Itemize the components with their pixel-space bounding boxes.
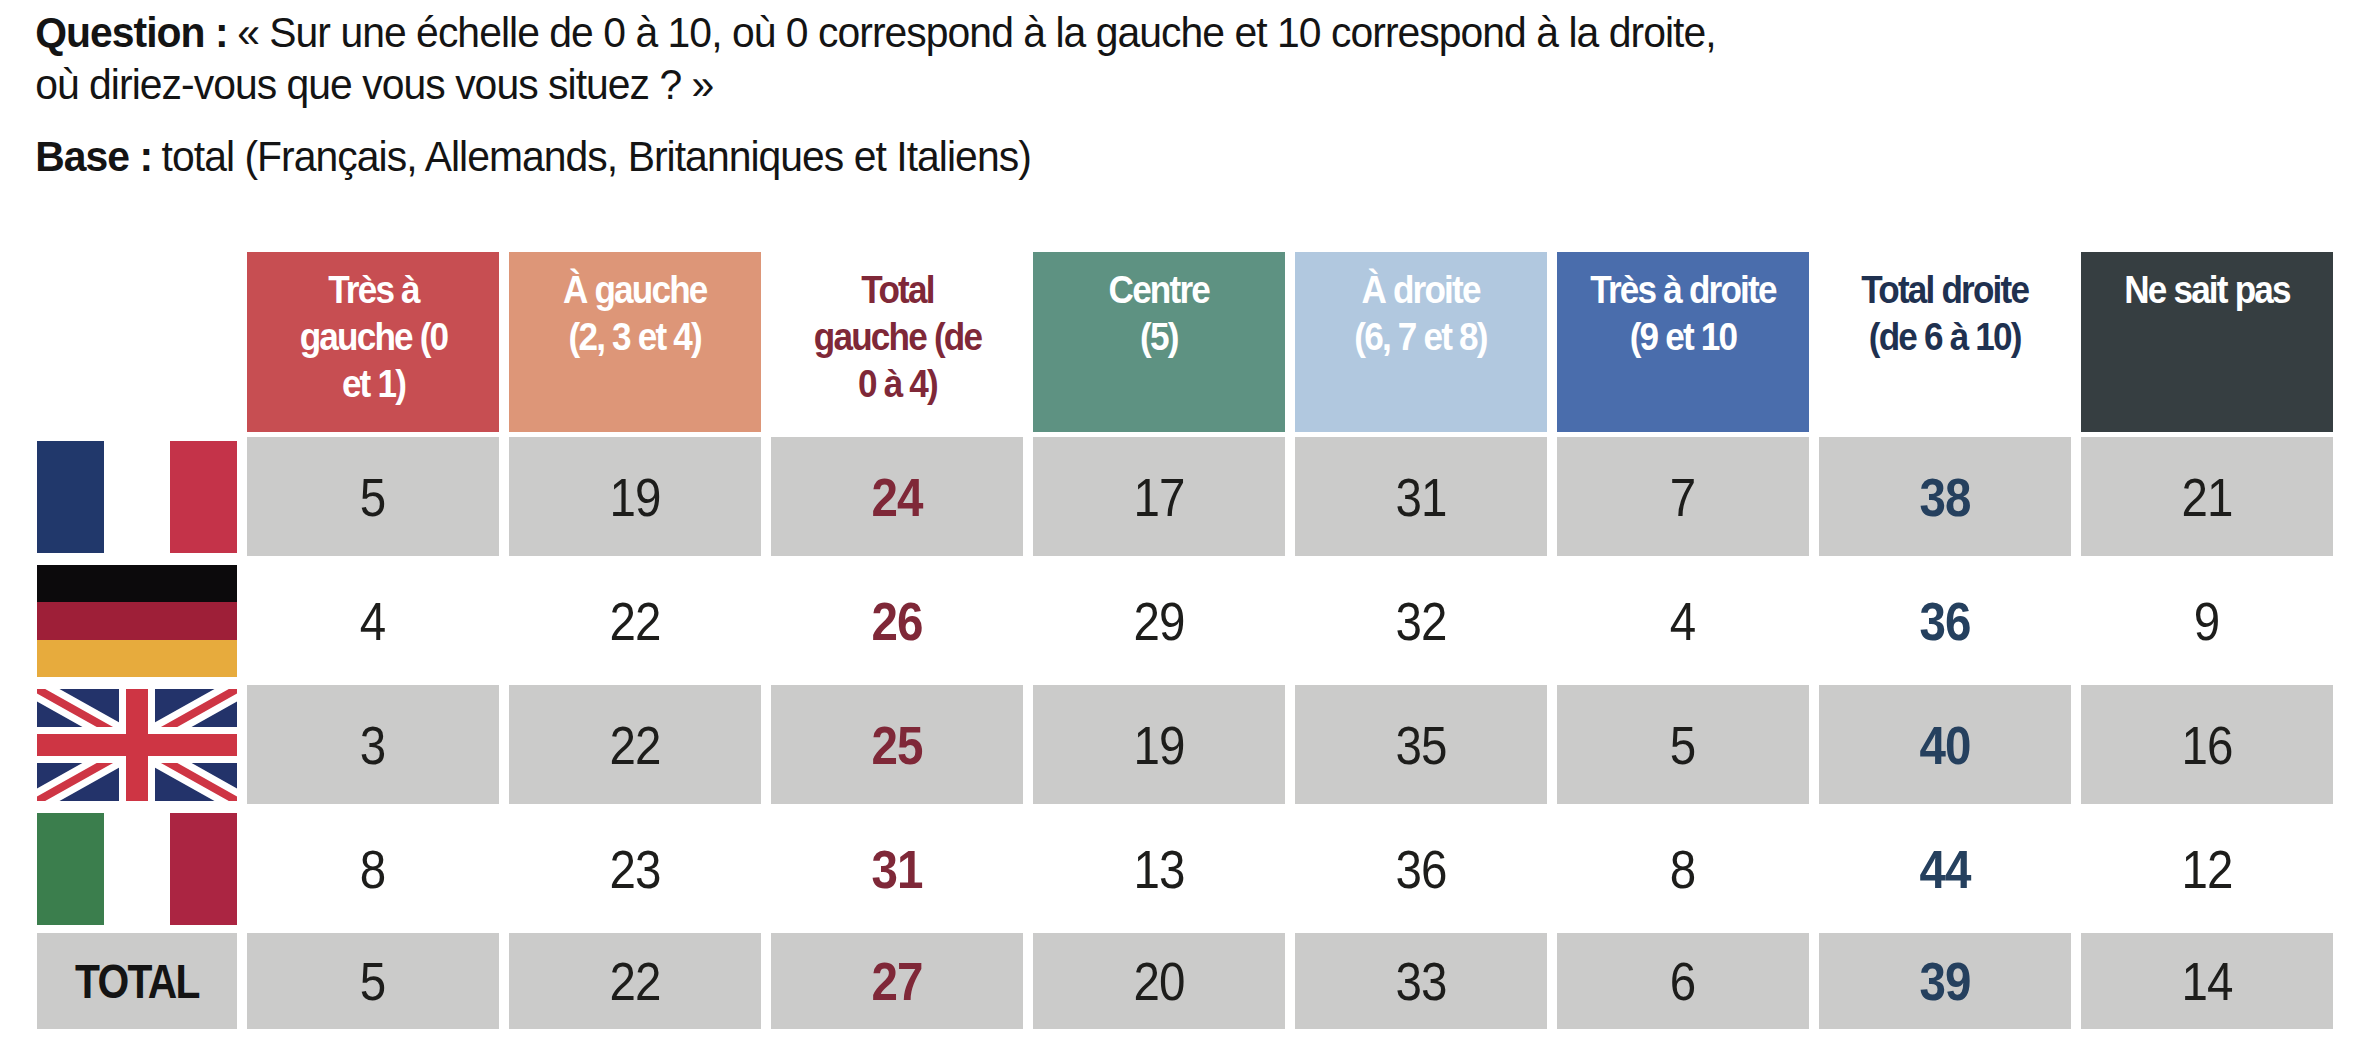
header-label: Centre [1109,268,1209,311]
germany-value-cell: 26 [771,561,1023,680]
header-a-droite: À droite(6, 7 et 8) [1295,252,1547,432]
row-label-france [37,437,237,556]
uk-value-cell: 3 [247,685,499,804]
uk-value-cell: 22 [509,685,761,804]
header-range: (de 6 à 10) [1869,315,2021,358]
header-total-droite: Total droite(de 6 à 10) [1819,252,2071,432]
total-value-cell: 14 [2081,933,2333,1029]
germany-value-cell: 29 [1033,561,1285,680]
uk-value-cell: 5 [1557,685,1809,804]
header-label: Ne sait pas [2124,268,2290,311]
survey-table-page: Question :« Sur une échelle de 0 à 10, o… [0,0,2358,1044]
total-value-cell: 20 [1033,933,1285,1029]
header-total-gauche: Total gauche (de 0 à 4) [771,252,1023,432]
header-label: Total droite [1862,268,2029,311]
total-row-label: TOTAL [37,933,237,1029]
france-value-cell: 31 [1295,437,1547,556]
france-value-cell: 38 [1819,437,2071,556]
corner-spacer [37,252,237,432]
row-label-germany [37,561,237,680]
italy-value-cell: 13 [1033,809,1285,928]
header-a-gauche: À gauche(2, 3 et 4) [509,252,761,432]
total-value-cell: 5 [247,933,499,1029]
uk-flag-icon [37,689,237,801]
france-value-cell: 5 [247,437,499,556]
total-value-cell: 27 [771,933,1023,1029]
italy-value-cell: 8 [247,809,499,928]
uk-value-cell: 40 [1819,685,2071,804]
uk-value-cell: 19 [1033,685,1285,804]
germany-value-cell: 4 [1557,561,1809,680]
france-value-cell: 24 [771,437,1023,556]
row-label-italy [37,809,237,928]
total-value-cell: 33 [1295,933,1547,1029]
question-label: Question : [35,8,227,56]
header-ne-sait-pas: Ne sait pas [2081,252,2333,432]
header-label: À droite [1362,268,1480,311]
question-line-2: où diriez-vous que vous vous situez ? » [35,58,2240,110]
italy-value-cell: 23 [509,809,761,928]
italy-value-cell: 36 [1295,809,1547,928]
france-value-cell: 19 [509,437,761,556]
header-range: (5) [1140,315,1178,358]
row-label-uk [37,685,237,804]
germany-value-cell: 9 [2081,561,2333,680]
total-value-cell: 39 [1819,933,2071,1029]
italy-value-cell: 31 [771,809,1023,928]
header-label: Très à gauche [299,268,418,358]
base-label: Base : [35,132,152,180]
uk-value-cell: 25 [771,685,1023,804]
question-text: « Sur une échelle de 0 à 10, où 0 corres… [237,8,1715,56]
france-value-cell: 17 [1033,437,1285,556]
germany-value-cell: 32 [1295,561,1547,680]
header-label: À gauche [563,268,707,311]
header-centre: Centre (5) [1033,252,1285,432]
total-value-cell: 22 [509,933,761,1029]
france-value-cell: 21 [2081,437,2333,556]
italy-flag-icon [37,813,237,925]
header-label: Très à droite [1590,268,1775,311]
italy-value-cell: 44 [1819,809,2071,928]
uk-value-cell: 35 [1295,685,1547,804]
germany-value-cell: 22 [509,561,761,680]
germany-value-cell: 4 [247,561,499,680]
header-range: (9 et 10 [1630,315,1737,358]
base-text: total (Français, Allemands, Britanniques… [162,132,1031,180]
header-label: Total gauche [813,268,933,358]
header-tres-a-gauche: Très à gauche (0 et 1) [247,252,499,432]
header-tres-a-droite: Très à droite(9 et 10 [1557,252,1809,432]
italy-value-cell: 8 [1557,809,1809,928]
results-table: Très à gauche (0 et 1) À gauche(2, 3 et … [37,252,2358,1029]
total-value-cell: 6 [1557,933,1809,1029]
title-block: Question :« Sur une échelle de 0 à 10, o… [0,0,2240,182]
france-value-cell: 7 [1557,437,1809,556]
italy-value-cell: 12 [2081,809,2333,928]
question-line-1: Question :« Sur une échelle de 0 à 10, o… [35,6,2240,58]
france-flag-icon [37,441,237,553]
base-line: Base :total (Français, Allemands, Britan… [35,130,2240,182]
header-range: (6, 7 et 8) [1355,315,1487,358]
germany-value-cell: 36 [1819,561,2071,680]
germany-flag-icon [37,565,237,677]
header-range: (2, 3 et 4) [569,315,701,358]
uk-value-cell: 16 [2081,685,2333,804]
